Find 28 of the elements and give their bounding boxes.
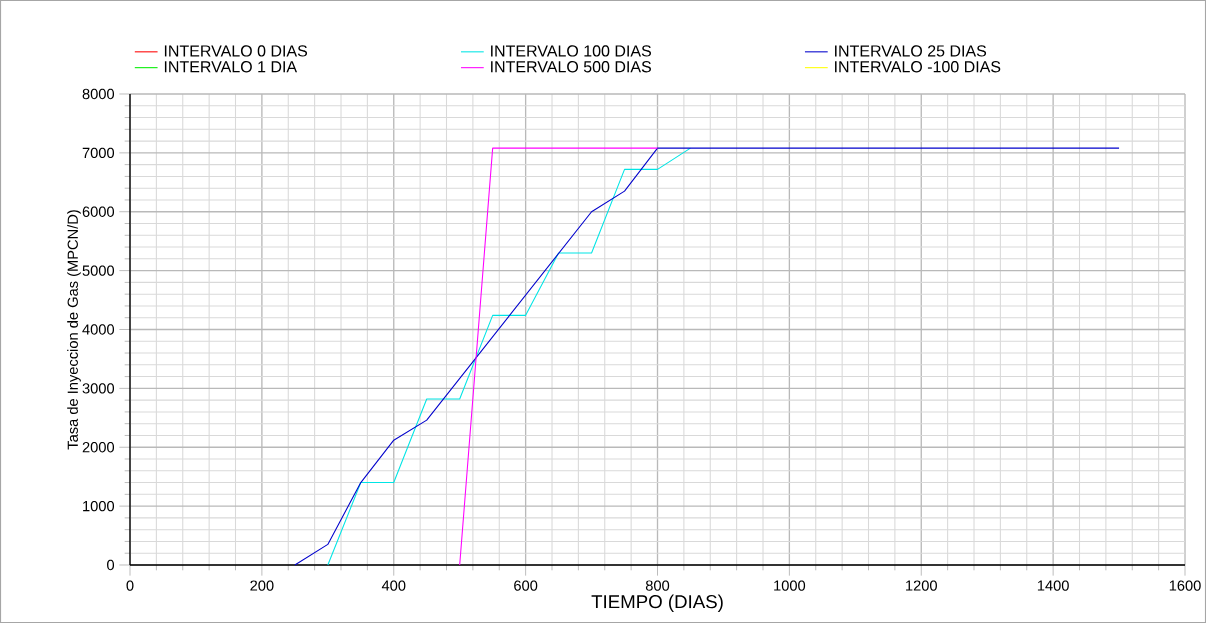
x-tick-label: 1600 <box>1169 580 1201 591</box>
y-tick-label: 4000 <box>82 324 115 335</box>
y-tick-label: 5000 <box>82 265 115 276</box>
x-tick-label: 600 <box>514 580 538 591</box>
y-tick-label: 1000 <box>83 500 115 512</box>
x-tick-label: 1400 <box>1037 580 1069 591</box>
y-tick-label: 3000 <box>82 383 115 394</box>
line-series <box>294 147 1120 566</box>
x-tick-label: 1000 <box>774 580 806 591</box>
x-tick-label: 200 <box>250 580 274 591</box>
y-tick-label: 2000 <box>82 442 115 453</box>
legend-label: INTERVALO -100 DIAS <box>835 61 1001 73</box>
legend-label: INTERVALO 500 DIAS <box>491 61 651 73</box>
line-series <box>327 147 692 566</box>
legend-label: INTERVALO 1 DIA <box>164 61 298 73</box>
y-tick-label: 6000 <box>82 206 115 217</box>
legend-label: INTERVALO 25 DIAS <box>835 45 987 57</box>
x-tick-label: 800 <box>645 580 670 591</box>
y-tick-label: 8000 <box>82 88 115 100</box>
x-tick-label: 0 <box>126 580 134 591</box>
y-tick-label: 7000 <box>82 147 115 159</box>
x-tick-label: 400 <box>381 580 406 591</box>
x-axis-title: TIEMPO (DIAS) <box>591 594 723 612</box>
legend-label: INTERVALO 0 DIAS <box>164 45 308 57</box>
y-axis-title: Tasa de Inyeccion de Gas (MPCN/D) <box>67 210 81 450</box>
y-tick-label: 0 <box>107 559 115 571</box>
x-tick-label: 1200 <box>906 580 937 591</box>
legend-label: INTERVALO 100 DIAS <box>491 45 651 57</box>
